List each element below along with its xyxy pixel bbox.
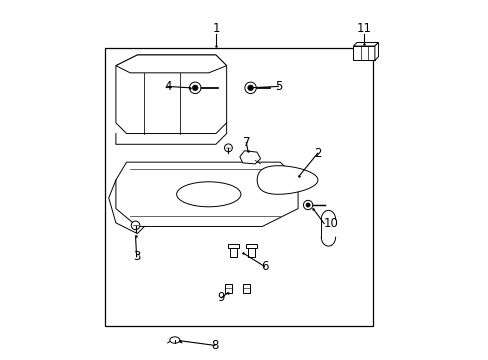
Bar bbox=[105, 48, 372, 327]
Bar bbox=[247, 246, 255, 257]
Polygon shape bbox=[374, 42, 378, 60]
Text: 1: 1 bbox=[212, 22, 219, 35]
Text: 4: 4 bbox=[163, 80, 171, 93]
Circle shape bbox=[224, 144, 232, 152]
Circle shape bbox=[131, 221, 140, 230]
Text: 9: 9 bbox=[217, 291, 224, 305]
Text: 5: 5 bbox=[274, 80, 282, 93]
Text: 6: 6 bbox=[260, 260, 268, 273]
Circle shape bbox=[247, 85, 253, 91]
Polygon shape bbox=[353, 42, 378, 46]
Text: 11: 11 bbox=[356, 22, 371, 35]
Text: 10: 10 bbox=[324, 217, 338, 230]
Polygon shape bbox=[257, 166, 317, 194]
Polygon shape bbox=[116, 55, 226, 134]
Bar bbox=[245, 244, 257, 248]
Text: 2: 2 bbox=[313, 147, 321, 160]
Circle shape bbox=[192, 85, 198, 91]
Circle shape bbox=[305, 203, 309, 207]
Circle shape bbox=[244, 82, 256, 94]
Polygon shape bbox=[116, 162, 298, 226]
Text: 3: 3 bbox=[133, 250, 140, 263]
Bar bbox=[353, 46, 374, 60]
Text: 7: 7 bbox=[242, 136, 249, 149]
Ellipse shape bbox=[169, 337, 180, 343]
Ellipse shape bbox=[176, 182, 241, 207]
Polygon shape bbox=[240, 151, 260, 164]
Polygon shape bbox=[116, 55, 226, 73]
Text: 8: 8 bbox=[211, 339, 218, 352]
Bar bbox=[225, 284, 231, 293]
Bar bbox=[243, 284, 249, 293]
Bar bbox=[227, 244, 239, 248]
Bar bbox=[230, 246, 237, 257]
Circle shape bbox=[303, 201, 312, 210]
Circle shape bbox=[189, 82, 201, 94]
